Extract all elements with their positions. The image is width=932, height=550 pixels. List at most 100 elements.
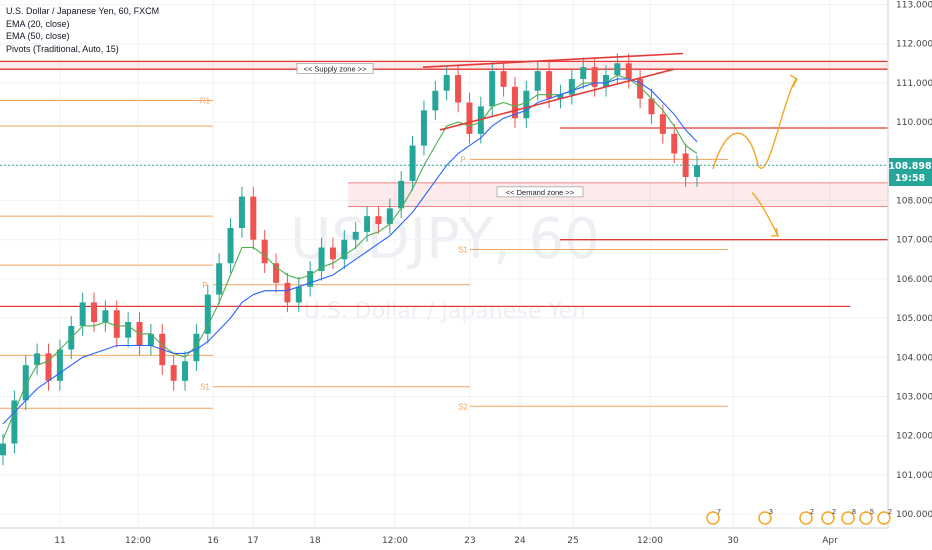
y-tick-label: 104.000 bbox=[896, 353, 932, 363]
supply-zone-label-box bbox=[296, 63, 374, 74]
candles bbox=[0, 53, 700, 466]
candle-body bbox=[170, 365, 177, 381]
y-tick-label: 105.000 bbox=[896, 314, 932, 324]
x-tick-label: 30 bbox=[727, 536, 739, 546]
candle-body bbox=[216, 263, 223, 295]
candle-body bbox=[614, 63, 621, 76]
candle-body bbox=[113, 310, 120, 338]
candle-body bbox=[648, 98, 655, 115]
pivot-label: S2 bbox=[458, 402, 468, 411]
candle-body bbox=[386, 208, 393, 225]
y-tick-label: 102.000 bbox=[896, 432, 932, 442]
candle-body bbox=[500, 71, 507, 87]
wedge-upper-line bbox=[422, 52, 684, 69]
economic-event-marker: 2 bbox=[821, 509, 836, 525]
ema50-line bbox=[2, 78, 698, 425]
ema50-legend[interactable]: EMA (50, close) bbox=[6, 31, 70, 41]
event-markers[interactable]: 7 3 2 2 8 5 2 bbox=[706, 509, 892, 525]
ema20-legend[interactable]: EMA (20, close) bbox=[6, 18, 70, 29]
candle-body bbox=[318, 247, 325, 272]
x-tick-label: 17 bbox=[247, 536, 258, 546]
candle-body bbox=[602, 75, 609, 87]
candle-body bbox=[375, 216, 382, 225]
candle-body bbox=[329, 247, 336, 260]
price-badge: 108.898 19:58 bbox=[888, 158, 932, 186]
pivot-label: R1 bbox=[458, 0, 469, 2]
y-tick-label: 111.000 bbox=[896, 79, 932, 89]
ema-lines bbox=[2, 74, 698, 440]
ema20-line bbox=[2, 74, 698, 440]
candle-body bbox=[45, 353, 52, 381]
indicator-legend: U.S. Dollar / Japanese Yen, 60, FXCM EMA… bbox=[6, 5, 159, 55]
candle-body bbox=[671, 133, 678, 154]
pivot-label: P bbox=[460, 155, 465, 164]
candle-body bbox=[295, 286, 302, 303]
candle-body bbox=[489, 71, 496, 107]
candle-body bbox=[637, 78, 644, 99]
candle-body bbox=[147, 333, 154, 346]
supply-zone bbox=[0, 61, 888, 70]
trend-drawings[interactable] bbox=[0, 52, 888, 237]
price-axis[interactable]: 100.000 101.000 102.000 103.000 104.000 105.0… bbox=[887, 0, 932, 528]
candle-body bbox=[568, 78, 575, 95]
candle-body bbox=[580, 67, 587, 79]
event-count: 2 bbox=[888, 509, 892, 516]
event-flag-icon[interactable] bbox=[706, 511, 720, 525]
event-flag-icon[interactable] bbox=[841, 511, 855, 525]
bullish-arrowhead bbox=[789, 74, 798, 88]
x-tick-label: 12:00 bbox=[637, 536, 663, 546]
y-tick-label: 108.000 bbox=[896, 197, 932, 207]
event-flag-icon[interactable] bbox=[877, 511, 891, 525]
candle-body bbox=[182, 361, 189, 381]
event-flag-icon[interactable] bbox=[821, 511, 835, 525]
pivots-legend[interactable]: Pivots (Traditional, Auto, 15) bbox=[6, 43, 119, 54]
event-count: 5 bbox=[870, 509, 874, 516]
watermark-name: U.S. Dollar / Japanese Yen bbox=[304, 299, 586, 324]
candle-body bbox=[409, 145, 416, 181]
candle-body bbox=[443, 75, 450, 91]
x-tick-label: Apr bbox=[822, 536, 838, 546]
bearish-arrowhead bbox=[771, 227, 779, 237]
x-tick-label: 25 bbox=[567, 536, 578, 546]
candle-body bbox=[432, 90, 439, 111]
event-flag-icon[interactable] bbox=[758, 511, 772, 525]
candle-body bbox=[659, 114, 666, 134]
candle-body bbox=[34, 353, 41, 366]
x-tick-label: 12:00 bbox=[125, 536, 151, 546]
candle-body bbox=[534, 71, 541, 91]
x-tick-label: 11 bbox=[54, 536, 65, 546]
y-tick-label: 113.000 bbox=[896, 1, 932, 11]
candle-body bbox=[273, 263, 280, 283]
symbol-title[interactable]: U.S. Dollar / Japanese Yen, 60, FXCM bbox=[6, 6, 160, 16]
candle-body bbox=[102, 310, 109, 323]
last-price: 108.898 bbox=[888, 161, 932, 172]
event-count: 2 bbox=[810, 509, 814, 516]
y-tick-label: 106.000 bbox=[896, 275, 932, 285]
pivot-label: S1 bbox=[458, 246, 468, 255]
y-tick-label: 103.000 bbox=[896, 393, 932, 403]
demand-zone bbox=[348, 182, 888, 207]
event-flag-icon[interactable] bbox=[799, 511, 813, 525]
candle-body bbox=[125, 322, 132, 338]
demand-zone-label: << Demand zone >> bbox=[506, 188, 575, 197]
x-tick-label: 24 bbox=[514, 536, 526, 546]
y-tick-label: 100.000 bbox=[896, 510, 932, 520]
candle-body bbox=[591, 67, 598, 87]
x-tick-label: 18 bbox=[309, 536, 321, 546]
wedge-lower-line bbox=[439, 68, 675, 131]
x-tick-label: 23 bbox=[464, 536, 475, 546]
time-axis[interactable]: 11 12:00 16 17 18 12:00 23 24 25 12:00 30 Apr bbox=[0, 527, 888, 546]
event-count: 8 bbox=[852, 509, 856, 516]
event-flag-icon[interactable] bbox=[859, 511, 873, 525]
pivot-label: P bbox=[202, 281, 207, 290]
candle-body bbox=[227, 227, 234, 264]
candle-body bbox=[523, 90, 530, 119]
event-count: 3 bbox=[769, 509, 773, 516]
candle-body bbox=[22, 365, 29, 401]
economic-event-marker: 7 bbox=[706, 509, 721, 525]
candle-body bbox=[193, 333, 200, 362]
pivot-label: S1 bbox=[200, 383, 210, 392]
candle-body bbox=[352, 231, 359, 240]
bar-countdown: 19:58 bbox=[895, 173, 926, 184]
